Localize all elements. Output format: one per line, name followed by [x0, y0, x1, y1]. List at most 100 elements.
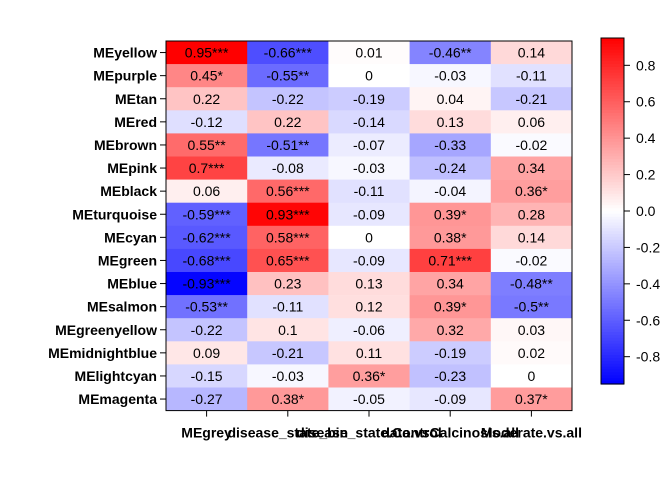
column-label: Moderate.vs.all	[481, 425, 582, 441]
heatmap-cell	[409, 318, 492, 342]
cell-value-label: -0.07	[353, 137, 385, 153]
cell-value-label: 0.39*	[434, 299, 467, 315]
column-label: disease_state_bin	[227, 425, 348, 441]
cell-value-label: 0.95***	[185, 45, 229, 61]
row-label: MEpurple	[93, 68, 157, 84]
row-label: MEturquoise	[72, 206, 157, 222]
cell-value-label: -0.08	[272, 160, 304, 176]
row-label: MEblue	[107, 276, 157, 292]
color-legend-segment	[601, 104, 624, 108]
color-legend-segment	[601, 314, 624, 319]
color-legend-segment	[601, 208, 624, 212]
color-legend-tick-label: 0.0	[636, 203, 656, 219]
cell-value-label: -0.11	[516, 68, 547, 84]
row-label: MEtan	[115, 91, 157, 107]
cell-value-label: -0.09	[353, 206, 385, 222]
heatmap-cell	[490, 387, 573, 411]
heatmap-cell	[247, 272, 329, 296]
heatmap-cell	[490, 156, 573, 180]
color-legend-segment	[601, 346, 624, 350]
color-legend-segment	[601, 153, 624, 157]
heatmap-cell	[166, 156, 248, 180]
heatmap-cell	[328, 133, 410, 157]
color-legend-segment	[601, 185, 624, 189]
color-legend-segment	[601, 242, 624, 247]
heatmap-cell	[166, 41, 248, 65]
color-legend-segment	[601, 285, 624, 290]
color-legend-segment	[601, 144, 624, 149]
color-legend-segment	[601, 182, 624, 186]
color-legend-segment	[601, 337, 624, 342]
color-legend-segment	[601, 213, 624, 218]
color-legend-segment	[601, 271, 624, 276]
color-legend-segment	[601, 78, 624, 82]
cell-value-label: 0.39*	[434, 206, 467, 222]
color-legend-segment	[601, 130, 624, 134]
column-label: data.vsCalcinosis.all	[381, 425, 519, 441]
row-labels: MEyellow MEpurple MEtan MEred MEbrown MEpink M…	[48, 45, 166, 407]
cell-value-label: 0.1	[278, 322, 298, 338]
heatmap-cell	[328, 387, 410, 411]
row-label: MElightcyan	[75, 368, 157, 384]
heatmap-cell	[490, 225, 573, 250]
color-legend-segment	[601, 164, 624, 169]
color-legend-segment	[601, 300, 624, 304]
color-legend-segment	[601, 274, 624, 278]
heatmap-cell	[490, 272, 573, 296]
heatmap-cell	[247, 110, 329, 134]
color-legend-segment	[601, 303, 624, 307]
heatmap-cell	[490, 318, 573, 342]
row-label: MEcyan	[104, 229, 157, 245]
color-legend-segment	[601, 66, 624, 71]
heatmap-cell	[247, 156, 329, 180]
cell-value-label: 0.06	[193, 183, 220, 199]
heatmap-cell	[328, 87, 410, 111]
heatmap-cell	[328, 64, 410, 88]
color-legend-segment	[601, 170, 624, 175]
color-legend-segment	[601, 136, 624, 140]
heatmap-cell	[328, 156, 410, 180]
heatmap-cell	[247, 295, 329, 319]
cell-value-label: -0.02	[515, 137, 547, 153]
cell-value-label: 0.56***	[266, 183, 310, 199]
color-legend-segment	[601, 107, 624, 111]
cell-value-label: 0.55**	[188, 137, 227, 153]
cell-value-label: -0.62***	[182, 229, 231, 245]
color-legend-segment	[601, 49, 624, 54]
color-legend-segment	[601, 372, 624, 376]
cell-value-label: -0.21	[272, 345, 304, 361]
heatmap-cell	[490, 110, 573, 134]
column-label: MEgrey	[181, 425, 232, 441]
cell-value-label: -0.22	[272, 91, 304, 107]
color-legend-segment	[601, 248, 624, 252]
cell-value-label: -0.04	[434, 183, 466, 199]
heatmap-cell	[166, 364, 248, 388]
color-legend-segment	[601, 326, 624, 330]
heatmap-cell	[247, 41, 329, 65]
color-legend-segment	[601, 320, 624, 325]
heatmap-cell	[490, 179, 573, 203]
cell-value-label: -0.15	[191, 368, 223, 384]
color-legend-segment	[601, 167, 624, 172]
color-legend-segment	[601, 138, 624, 143]
cell-value-label: -0.06	[353, 322, 385, 338]
row-label: MEblack	[100, 183, 157, 199]
color-legend-segment	[601, 202, 624, 206]
heatmap-cell	[166, 387, 248, 411]
row-label: MEpink	[107, 160, 157, 176]
heatmap-cell	[166, 295, 248, 319]
color-legend-segment	[601, 84, 624, 88]
color-legend-segment	[601, 216, 624, 221]
cell-value-label: 0.71***	[428, 252, 472, 268]
heatmap-cell	[166, 225, 248, 250]
color-legend-tick-label: -0.2	[636, 239, 660, 255]
color-legend-segment	[601, 40, 624, 45]
color-legend-segment	[601, 219, 624, 224]
color-legend-segment	[601, 369, 624, 374]
heatmap-cell-labels: 0.95*** -0.66*** 0.01 -0.46** 0.14 0.45* -0.55…	[182, 45, 553, 407]
cell-value-label: 0.13	[437, 114, 464, 130]
cell-value-label: -0.03	[353, 160, 385, 176]
heatmap-cell	[409, 110, 492, 134]
heatmap-cell	[409, 133, 492, 157]
cell-value-label: 0.14	[518, 229, 545, 245]
